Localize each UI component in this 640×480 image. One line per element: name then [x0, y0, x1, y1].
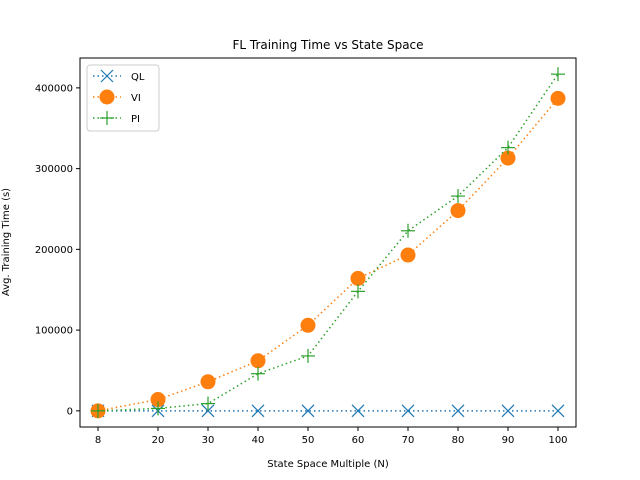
x-tick-label: 20 [152, 435, 165, 446]
data-point-pi [151, 401, 165, 416]
data-point-ql-stroke [301, 404, 315, 418]
data-point-pi [301, 348, 315, 363]
legend-label-pi: PI [131, 114, 140, 125]
data-point-ql [551, 404, 565, 418]
y-tick-label: 400000 [35, 83, 73, 94]
data-point-ql [451, 404, 465, 418]
chart-title: FL Training Time vs State Space [232, 38, 423, 52]
data-point-ql [251, 404, 265, 418]
legend-marker-vi [99, 89, 115, 105]
legend-label-ql: QL [131, 72, 145, 83]
series-ql [91, 404, 565, 418]
y-axis-label: Avg. Training Time (s) [1, 188, 12, 296]
data-point-ql-stroke [501, 404, 515, 418]
legend-label-vi: VI [131, 93, 141, 104]
series-vi [90, 90, 566, 419]
x-tick-label: 30 [202, 435, 215, 446]
data-point-ql [201, 404, 215, 418]
legend-item-ql: QL [93, 69, 145, 83]
data-point-ql [351, 404, 365, 418]
x-tick-label: 60 [352, 435, 365, 446]
x-tick-label: 90 [502, 435, 515, 446]
data-point-pi [201, 396, 215, 411]
plot-area: 8 20 30 40 50 60 70 80 90 100 0 100000 200000 300000 4… [35, 57, 577, 446]
data-point-pi [501, 140, 515, 155]
series-pi [91, 67, 565, 418]
x-tick-label: 100 [548, 435, 567, 446]
y-tick-label: 100000 [35, 326, 73, 337]
data-point-ql-stroke [351, 404, 365, 418]
data-point-vi [250, 353, 266, 369]
data-point-ql-stroke [201, 404, 215, 418]
legend-box [86, 64, 160, 132]
data-point-ql [501, 404, 515, 418]
axes-frame [79, 57, 577, 428]
series-line-pi [97, 73, 559, 412]
legend: QL VI PI [86, 64, 160, 132]
data-point-pi [91, 403, 105, 418]
series-line-vi [97, 97, 559, 412]
data-point-pi [401, 223, 415, 238]
data-point-pi [451, 189, 465, 204]
legend-marker-ql [100, 69, 114, 83]
data-point-ql [301, 404, 315, 418]
data-point-ql-stroke [401, 404, 415, 418]
data-point-ql-stroke [251, 404, 265, 418]
y-tick-label: 300000 [35, 164, 73, 175]
x-tick-label: 50 [302, 435, 315, 446]
data-point-vi [350, 270, 366, 286]
data-point-vi [300, 317, 316, 333]
data-point-ql-stroke [551, 404, 565, 418]
data-point-ql-stroke [451, 404, 465, 418]
data-point-pi [251, 366, 265, 381]
legend-marker-ql-stroke [100, 69, 114, 83]
data-point-vi [450, 203, 466, 219]
data-point-vi [200, 374, 216, 390]
x-tick-label: 8 [95, 435, 101, 446]
x-tick-label: 80 [452, 435, 465, 446]
legend-item-vi: VI [93, 89, 141, 105]
x-axis-label: State Space Multiple (N) [267, 459, 389, 470]
legend-item-pi: PI [93, 111, 140, 125]
legend-marker-pi [100, 111, 114, 125]
data-point-pi [551, 67, 565, 82]
x-tick-label: 70 [402, 435, 415, 446]
y-tick-label: 200000 [35, 245, 73, 256]
data-point-vi [400, 247, 416, 263]
data-point-pi [351, 284, 365, 299]
data-point-ql [401, 404, 415, 418]
x-tick-label: 40 [252, 435, 265, 446]
data-point-vi [550, 90, 566, 106]
y-tick-label: 0 [67, 406, 73, 417]
